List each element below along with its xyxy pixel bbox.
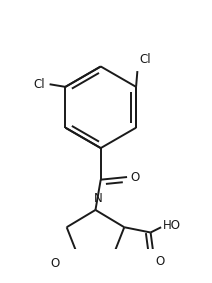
Text: Cl: Cl xyxy=(139,53,151,66)
Text: O: O xyxy=(130,171,139,184)
Text: O: O xyxy=(156,255,165,268)
Text: HO: HO xyxy=(162,219,180,232)
Text: Cl: Cl xyxy=(33,78,45,91)
Text: O: O xyxy=(50,257,59,270)
Text: N: N xyxy=(94,192,102,205)
